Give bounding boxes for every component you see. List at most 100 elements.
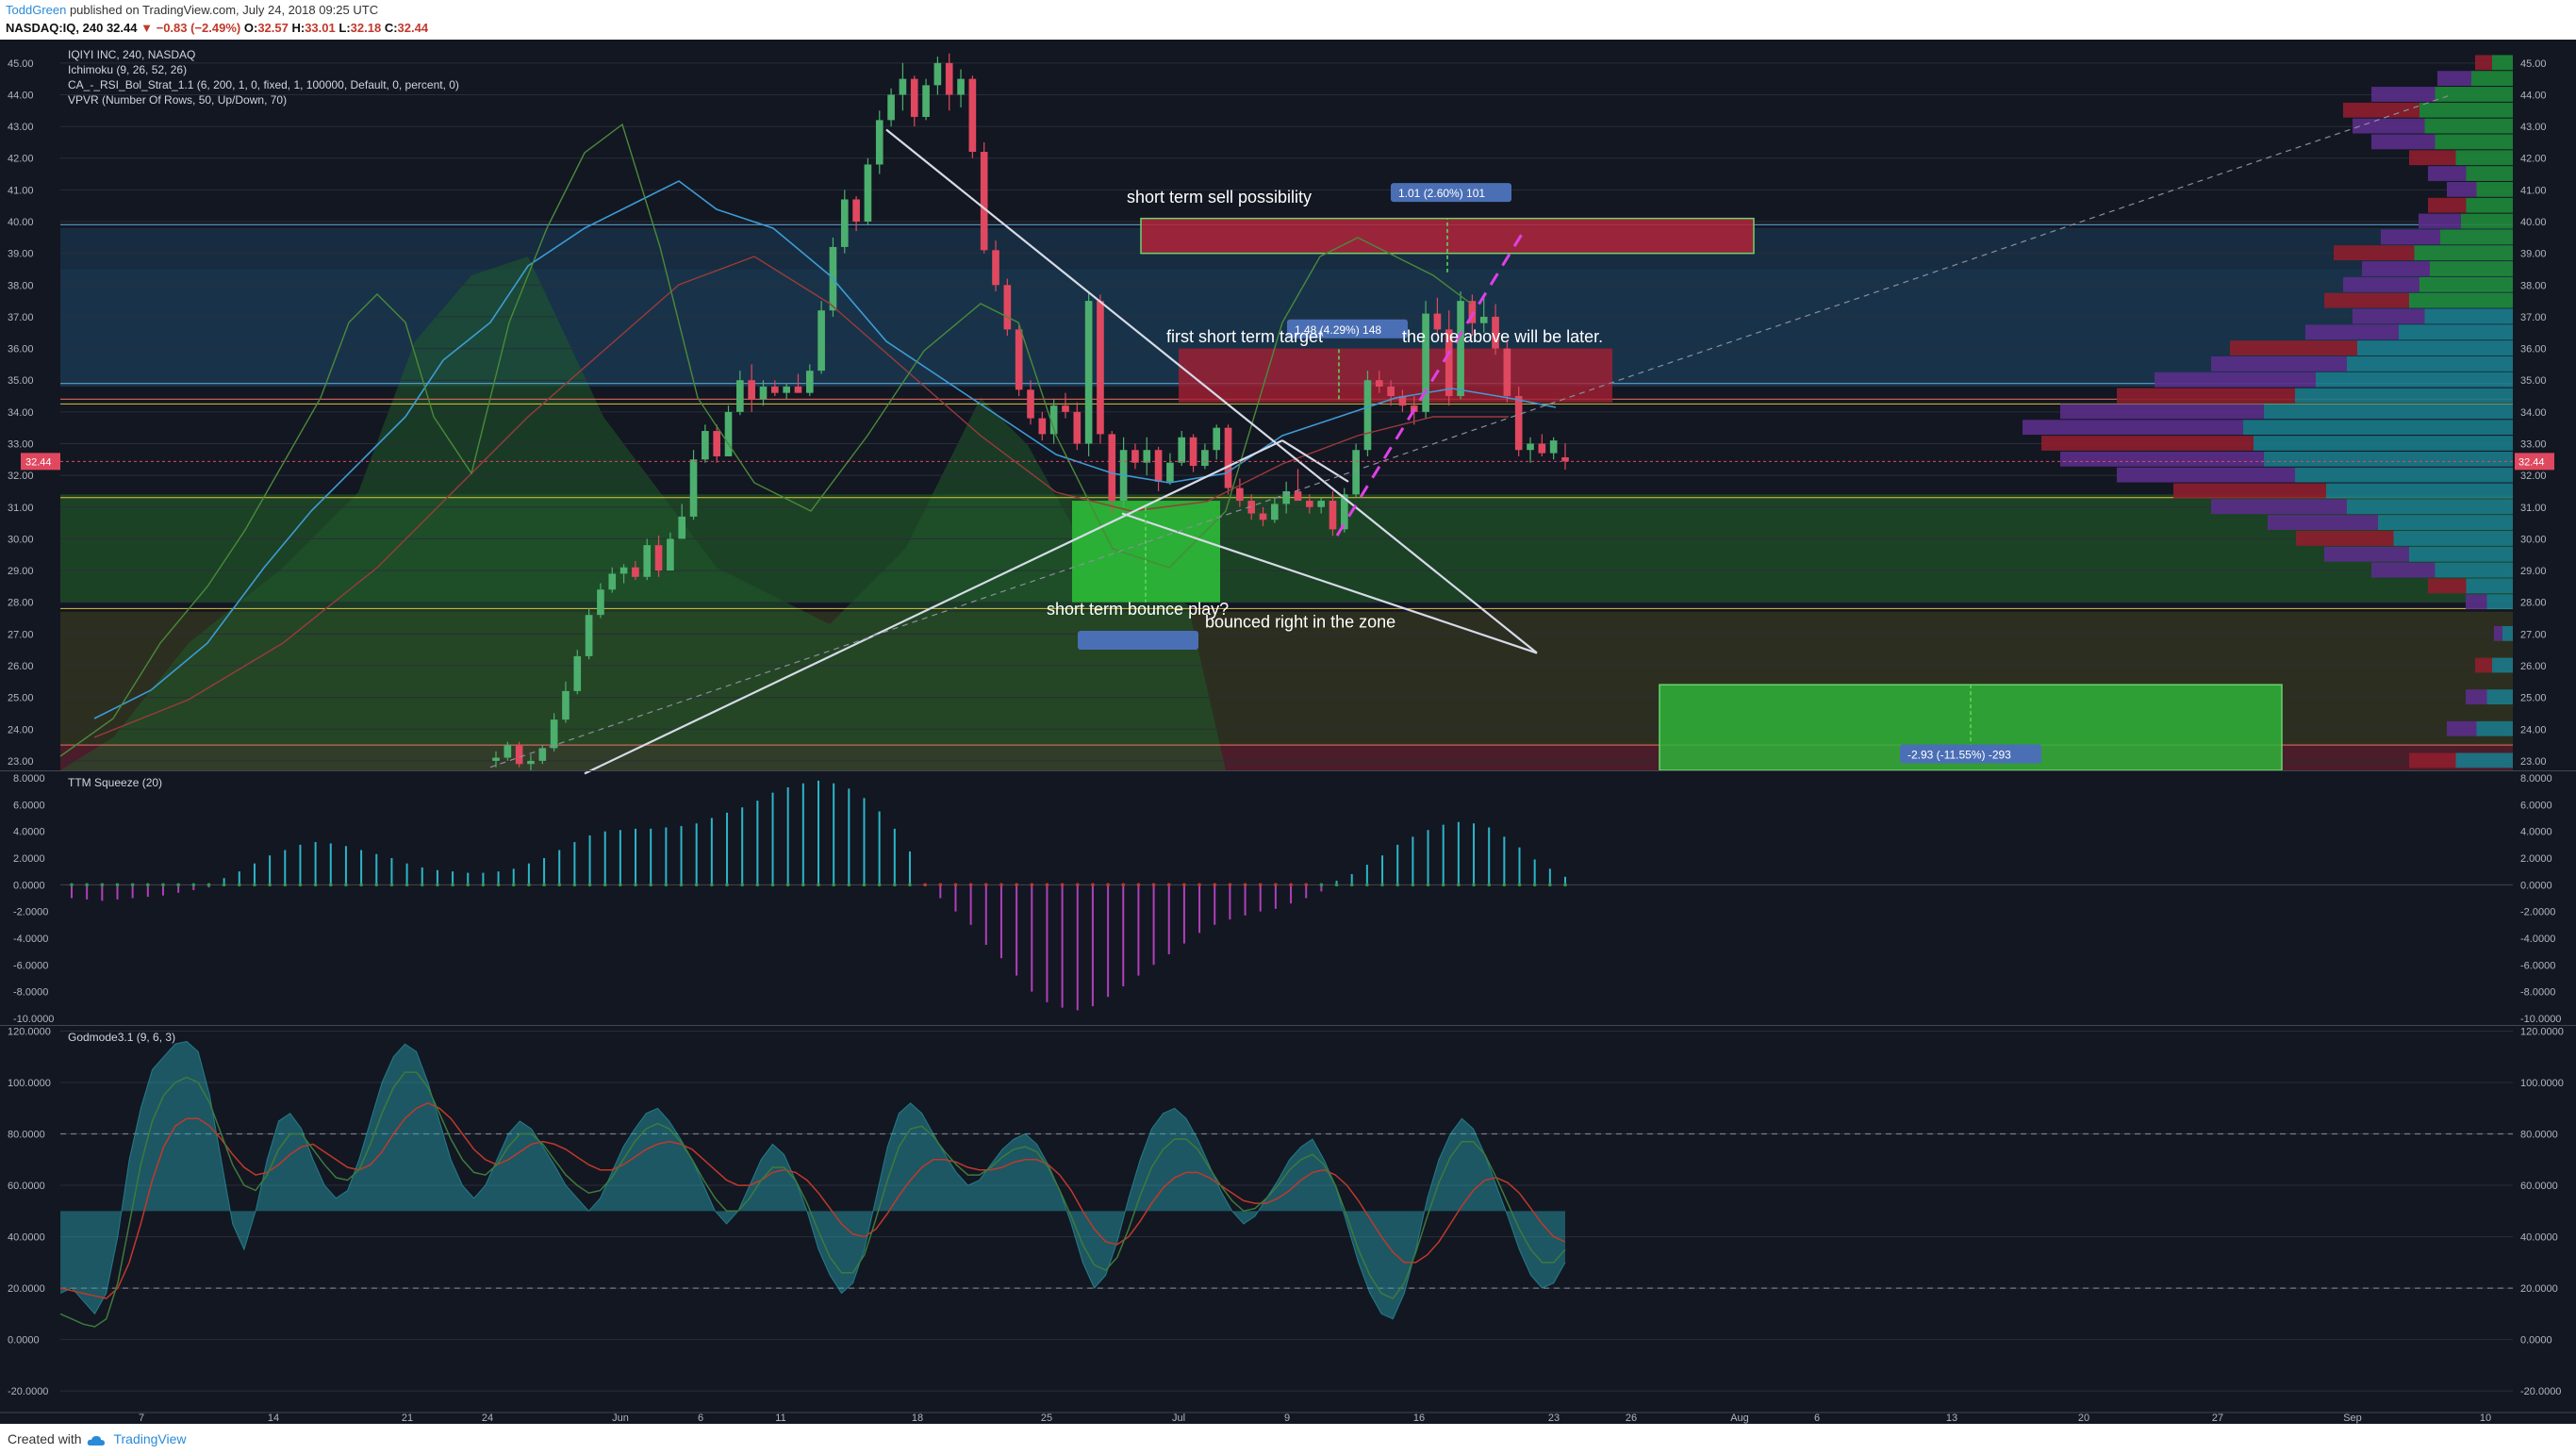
- squeeze-dot: [968, 883, 973, 887]
- candle-body: [1247, 501, 1256, 514]
- squeeze-dot: [1532, 883, 1537, 887]
- squeeze-dot: [877, 883, 882, 887]
- volume-profile-bar: [2424, 308, 2513, 324]
- price-tick-label: 41.00: [2520, 185, 2547, 196]
- squeeze-dot: [908, 883, 912, 887]
- volume-profile-bar: [2466, 594, 2487, 610]
- godmode-tick-label-left: 60.0000: [8, 1181, 45, 1192]
- candle-body: [736, 380, 744, 412]
- time-tick-label: 20: [2078, 1413, 2089, 1424]
- godmode-tick-label: -20.0000: [2520, 1386, 2561, 1397]
- trend-connector: [1281, 439, 1349, 483]
- candle-body: [759, 386, 768, 400]
- volume-profile-bar: [2486, 689, 2513, 705]
- kijun-line: [93, 256, 1509, 738]
- squeeze-dot: [862, 883, 867, 887]
- volume-profile-bar: [2326, 483, 2513, 499]
- candle-body: [1084, 301, 1093, 444]
- squeeze-dot: [1289, 883, 1293, 887]
- volume-profile-bar: [2455, 150, 2513, 166]
- godmode-tick-label: 60.0000: [2520, 1181, 2558, 1192]
- godmode-pane[interactable]: 120.0000 120.0000 100.0000 100.0000 80.0000 8…: [8, 1026, 2564, 1397]
- falling-wedge-lower: [1121, 512, 1538, 654]
- candle-body: [1375, 380, 1383, 387]
- squeeze-dot: [817, 883, 820, 887]
- candle-body: [1514, 396, 1523, 451]
- squeeze-dot: [1411, 883, 1415, 887]
- volume-profile-bar: [2296, 531, 2394, 546]
- price-tick-label-left: 34.00: [8, 407, 34, 419]
- volume-profile-bar: [2295, 388, 2513, 404]
- price-tick-label: 36.00: [2520, 344, 2547, 355]
- candle-body: [1143, 450, 1151, 463]
- squeeze-tick-label: -10.0000: [2520, 1014, 2561, 1025]
- squeeze-pane[interactable]: 8.0000 8.0000 6.0000 6.0000 4.0000 4.0000 2.00…: [0, 773, 2576, 1026]
- candle-body: [748, 380, 755, 400]
- volume-profile-bar: [2494, 625, 2502, 641]
- squeeze-dot: [572, 883, 577, 887]
- chart-canvas[interactable]: 45.00 45.00 44.00 44.00 43.00 43.00 42.00 42.00…: [0, 40, 2576, 1424]
- squeeze-dot: [1274, 883, 1278, 887]
- price-tick-label: 35.00: [2520, 375, 2547, 387]
- squeeze-tick-label: 2.0000: [2520, 853, 2552, 865]
- volume-profile-bar: [2268, 515, 2378, 531]
- volume-profile-bar: [2428, 166, 2467, 181]
- candle-body: [1445, 329, 1453, 397]
- candle-body: [794, 386, 802, 393]
- price-pane[interactable]: 45.00 45.00 44.00 44.00 43.00 43.00 42.00 42.00…: [0, 48, 2576, 775]
- squeeze-dot: [1258, 883, 1263, 887]
- price-tick-label: 26.00: [2520, 661, 2547, 672]
- candle-body: [492, 757, 500, 761]
- price-tick-label: 38.00: [2520, 280, 2547, 291]
- low-label: L:: [339, 21, 351, 35]
- squeeze-dot: [1060, 883, 1065, 887]
- godmode-tick-label-left: 100.0000: [8, 1078, 51, 1089]
- godmode-tick-label-left: 40.0000: [8, 1232, 45, 1244]
- squeeze-dot: [1334, 883, 1339, 887]
- volume-profile-bar: [2381, 229, 2440, 245]
- godmode-tick-label: 40.0000: [2520, 1232, 2558, 1244]
- squeeze-dot: [146, 883, 150, 887]
- volume-profile-bar: [2419, 276, 2513, 292]
- time-tick-label: 13: [1946, 1413, 1957, 1424]
- candle-body: [724, 411, 733, 456]
- candle-body: [1422, 313, 1429, 412]
- price-tick-label-left: 23.00: [8, 756, 34, 768]
- candle-body: [1468, 301, 1477, 323]
- volume-profile-bar: [2461, 213, 2513, 229]
- annotation-target-tail: the one above will be later.: [1402, 327, 1603, 346]
- candle-body: [1352, 450, 1360, 495]
- squeeze-title: TTM Squeeze (20): [68, 776, 162, 789]
- volume-profile-bar: [2437, 71, 2471, 87]
- squeeze-dot: [222, 883, 226, 887]
- volume-profile-bar: [2060, 404, 2264, 420]
- squeeze-dot: [619, 883, 622, 887]
- volume-profile-bar: [2435, 87, 2513, 102]
- candle-body: [1306, 501, 1313, 507]
- squeeze-dot: [1151, 883, 1156, 887]
- squeeze-dot: [938, 883, 943, 887]
- price-tick-label-left: 32.00: [8, 471, 34, 482]
- last-price: 32.44: [106, 21, 138, 35]
- godmode-series-line: [59, 1040, 1566, 1320]
- candle-body: [597, 589, 604, 616]
- squeeze-dot: [298, 883, 303, 887]
- author-link[interactable]: ToddGreen: [6, 3, 67, 17]
- squeeze-dot: [542, 883, 546, 887]
- publish-info: published on TradingView.com, July 24, 2…: [69, 3, 379, 17]
- falling-wedge-upper: [885, 128, 1538, 654]
- candle-body: [1294, 490, 1302, 502]
- squeeze-dot: [1349, 883, 1354, 887]
- squeeze-dot: [1472, 883, 1476, 887]
- candle-body: [1224, 427, 1232, 488]
- squeeze-dot: [587, 883, 592, 887]
- volume-profile-bar: [2409, 752, 2456, 768]
- squeeze-dot: [634, 883, 637, 887]
- volume-profile-bar: [2447, 720, 2477, 736]
- created-with-label: Created with: [8, 1431, 82, 1446]
- tradingview-link[interactable]: TradingView: [113, 1431, 187, 1446]
- volume-profile-bar: [2371, 562, 2436, 578]
- squeeze-dot: [893, 883, 897, 887]
- squeeze-tick-label-left: 4.0000: [13, 827, 45, 838]
- indicator-legend-entry: VPVR (Number Of Rows, 50, Up/Down, 70): [68, 93, 287, 107]
